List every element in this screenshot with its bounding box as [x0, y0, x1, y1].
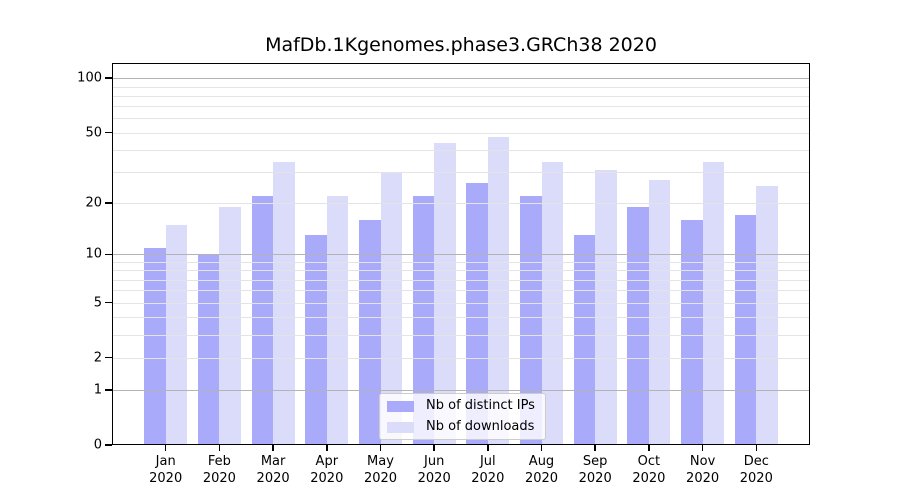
x-tick: [487, 445, 489, 451]
x-tick: [379, 445, 382, 451]
x-tick-label: Aug 2020: [515, 453, 569, 487]
bar-distinct-ips: [412, 195, 435, 445]
month-label: Jul: [479, 454, 496, 469]
y-tick: [105, 77, 112, 79]
bar-downloads: [648, 180, 671, 445]
x-tick-label: Jun 2020: [407, 453, 461, 487]
x-tick-label: Oct 2020: [622, 453, 676, 487]
month-label: Nov: [689, 454, 716, 469]
x-tick: [218, 445, 221, 451]
x-tick-label: Nov 2020: [676, 453, 730, 487]
bar-downloads: [434, 142, 456, 445]
bar-downloads: [595, 169, 617, 445]
chart-title: MafDb.1Kgenomes.phase3.GRCh38 2020: [265, 34, 657, 56]
x-tick: [755, 445, 758, 451]
month-label: Sep: [582, 454, 608, 469]
y-tick: [105, 444, 112, 446]
y-tick: [105, 356, 112, 359]
bar-distinct-ips: [144, 247, 166, 445]
bar-downloads: [273, 162, 295, 445]
bar-downloads: [756, 186, 778, 445]
x-tick-label: Feb 2020: [192, 453, 246, 487]
month-label: Jan: [155, 454, 176, 469]
legend: Nb of distinct IPs Nb of downloads: [379, 393, 546, 440]
x-tick: [272, 445, 274, 451]
x-tick: [433, 445, 435, 451]
year-label: 2020: [149, 471, 183, 486]
year-label: 2020: [471, 471, 505, 486]
x-tick-label: Mar 2020: [246, 453, 300, 487]
x-tick-label: Dec 2020: [729, 453, 783, 487]
x-tick-label: Sep 2020: [568, 453, 622, 487]
y-tick-label: 5: [93, 295, 102, 311]
bar-distinct-ips: [573, 235, 596, 445]
bar-downloads: [219, 206, 241, 445]
year-label: 2020: [363, 471, 398, 486]
bar-distinct-ips: [359, 219, 381, 445]
year-label: 2020: [524, 471, 559, 486]
bar-distinct-ips: [627, 206, 649, 445]
legend-label: Nb of distinct IPs: [426, 398, 535, 413]
x-tick: [164, 445, 167, 451]
bar-distinct-ips: [734, 215, 757, 445]
y-tick-label: 2: [93, 350, 102, 366]
plot-area: [112, 63, 810, 445]
legend-swatch: [387, 400, 414, 412]
y-tick-label: 50: [85, 125, 102, 140]
year-label: 2020: [632, 471, 666, 486]
month-label: May: [367, 454, 394, 469]
legend-entry: Nb of distinct IPs: [387, 399, 535, 413]
x-tick-label: May 2020: [354, 453, 408, 487]
y-tick: [105, 202, 112, 204]
x-tick: [648, 445, 650, 451]
y-tick-label: 10: [85, 246, 102, 262]
x-tick: [701, 445, 704, 451]
legend-entry: Nb of downloads: [387, 420, 535, 434]
year-label: 2020: [686, 471, 720, 486]
x-tick-label: Jan 2020: [139, 453, 193, 487]
legend-swatch: [387, 421, 414, 433]
year-label: 2020: [202, 471, 236, 486]
bar-downloads: [326, 195, 349, 445]
year-label: 2020: [578, 471, 612, 486]
y-tick: [105, 131, 112, 134]
bar-distinct-ips: [251, 195, 274, 445]
bar-downloads: [165, 224, 188, 445]
month-label: Dec: [743, 454, 769, 469]
x-tick-label: Apr 2020: [300, 453, 354, 487]
month-label: Oct: [637, 454, 661, 469]
bar-distinct-ips: [681, 219, 703, 445]
bar-distinct-ips: [520, 195, 542, 445]
y-tick: [105, 301, 112, 304]
legend-label: Nb of downloads: [426, 419, 535, 434]
month-label: Aug: [528, 454, 555, 469]
month-label: Apr: [315, 454, 339, 469]
bar-downloads: [380, 172, 402, 445]
month-label: Mar: [260, 454, 286, 469]
year-label: 2020: [739, 471, 773, 486]
y-tick-label: 20: [85, 195, 102, 211]
y-tick-label: 100: [77, 70, 102, 86]
bar-downloads: [702, 162, 725, 445]
bar-downloads: [541, 162, 563, 445]
x-tick-label: Jul 2020: [461, 453, 515, 487]
month-label: Feb: [207, 454, 231, 469]
bar-distinct-ips: [305, 235, 327, 445]
y-tick-label: 0: [93, 437, 102, 453]
year-label: 2020: [310, 471, 344, 486]
y-tick: [105, 389, 112, 391]
y-tick: [105, 253, 112, 256]
year-label: 2020: [417, 471, 451, 486]
bar-distinct-ips: [466, 183, 488, 445]
y-tick-label: 1: [93, 382, 102, 398]
bar-distinct-ips: [197, 254, 220, 445]
x-tick: [594, 445, 596, 451]
bars-layer: [112, 63, 810, 445]
month-label: Jun: [424, 454, 445, 469]
x-tick: [326, 445, 328, 451]
x-tick: [540, 445, 543, 451]
year-label: 2020: [256, 471, 290, 486]
